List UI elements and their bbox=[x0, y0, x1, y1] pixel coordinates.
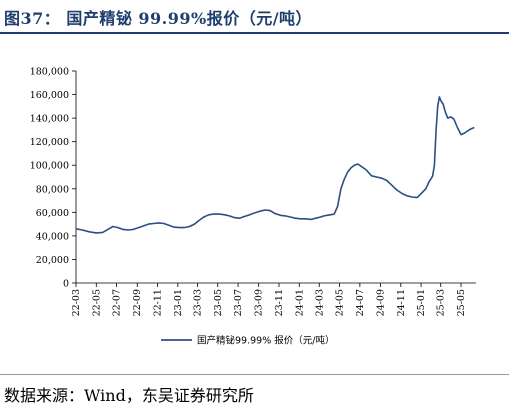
y-tick-label: 180,000 bbox=[30, 67, 69, 78]
x-axis: 22-03 22-05 22-07 22-09 22-11 23-01 23-03 23-05… bbox=[71, 282, 476, 316]
x-tick-label: 23-01 bbox=[173, 289, 184, 316]
x-tick-label: 24-11 bbox=[396, 289, 407, 316]
legend: 国产精铋99.99% 报价（元/吨） bbox=[161, 335, 334, 347]
x-tick-label: 23-11 bbox=[274, 289, 285, 316]
series-layer bbox=[75, 96, 475, 234]
data-source: 数据来源：Wind，东吴证券研究所 bbox=[4, 386, 254, 405]
x-tick-label: 22-05 bbox=[91, 289, 102, 316]
legend-label: 国产精铋99.99% 报价（元/吨） bbox=[197, 335, 334, 347]
y-tick-label: 80,000 bbox=[36, 184, 69, 195]
series-line bbox=[75, 96, 475, 234]
x-tick-label: 24-03 bbox=[314, 289, 325, 316]
y-tick-label: 0 bbox=[63, 279, 69, 290]
x-tick-label: 22-03 bbox=[71, 289, 82, 316]
x-tick-label: 23-05 bbox=[213, 289, 224, 316]
x-tick-label: 24-07 bbox=[355, 289, 366, 316]
y-tick-label: 40,000 bbox=[36, 231, 69, 242]
x-tick-label: 25-03 bbox=[436, 289, 447, 316]
x-tick-label: 25-01 bbox=[416, 289, 427, 316]
x-tick-label: 23-09 bbox=[254, 289, 265, 316]
y-tick-label: 60,000 bbox=[36, 208, 69, 219]
y-tick-label: 20,000 bbox=[36, 255, 69, 266]
x-tick-label: 22-11 bbox=[153, 289, 164, 316]
x-tick-label: 24-09 bbox=[375, 289, 386, 316]
y-tick-label: 160,000 bbox=[30, 90, 69, 101]
y-tick-label: 120,000 bbox=[30, 137, 69, 148]
page-title: 图37： 国产精铋 99.99%报价（元/吨） bbox=[4, 9, 313, 28]
x-tick-label: 24-01 bbox=[294, 289, 305, 316]
x-tick-label: 25-05 bbox=[456, 289, 467, 316]
x-tick-label: 24-05 bbox=[335, 289, 346, 316]
line-chart: 0 20,000 40,000 60,000 80,000 100,000 120,000 1… bbox=[30, 67, 476, 347]
x-tick-label: 23-03 bbox=[192, 289, 203, 316]
y-tick-label: 140,000 bbox=[30, 114, 69, 125]
x-tick-label: 22-07 bbox=[112, 289, 123, 316]
x-tick-label: 22-09 bbox=[132, 289, 143, 316]
title-bar: 图37： 国产精铋 99.99%报价（元/吨） bbox=[0, 0, 509, 34]
y-tick-label: 100,000 bbox=[30, 161, 69, 172]
x-tick-label: 23-07 bbox=[233, 289, 244, 316]
y-axis: 0 20,000 40,000 60,000 80,000 100,000 120,000 1… bbox=[30, 67, 77, 290]
footer-divider bbox=[0, 374, 509, 375]
